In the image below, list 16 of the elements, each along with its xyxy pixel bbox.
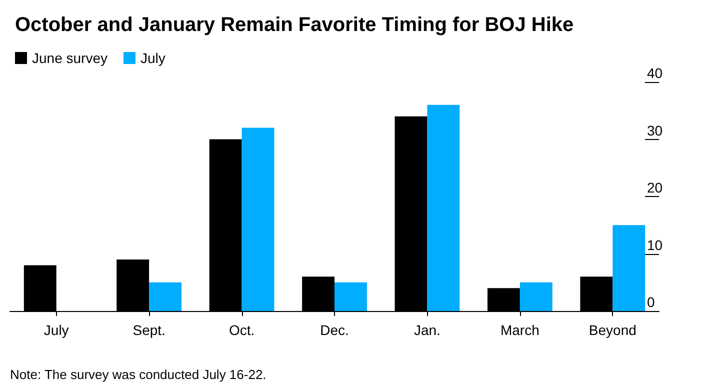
legend-label: July: [140, 50, 166, 66]
y-tick-label: 40: [647, 65, 663, 81]
x-tick-label: Oct.: [228, 322, 255, 338]
x-tick-label: Jan.: [414, 322, 440, 338]
x-tick-label: Beyond: [588, 322, 636, 338]
legend-label: June survey: [32, 50, 108, 66]
y-tick-label: 0: [647, 294, 655, 310]
x-tick-label: July: [44, 322, 69, 338]
x-tick-label: Dec.: [320, 322, 349, 338]
x-tick-label: March: [500, 322, 540, 338]
text: Note: The survey was conducted July 16-22.: [10, 367, 266, 382]
y-tick-label: 30: [647, 122, 663, 138]
chart-title: October and January Remain Favorite Timing for BOJ Hike: [15, 14, 574, 36]
x-tick-label: Sept.: [132, 322, 166, 338]
y-tick-label: 20: [647, 180, 663, 196]
y-tick-label: 10: [647, 236, 663, 253]
